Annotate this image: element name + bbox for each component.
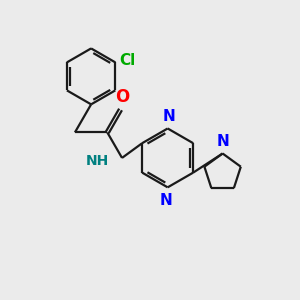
Text: N: N [160, 193, 172, 208]
Text: O: O [115, 88, 129, 106]
Text: NH: NH [85, 154, 109, 168]
Text: N: N [163, 109, 175, 124]
Text: N: N [216, 134, 229, 149]
Text: Cl: Cl [119, 53, 135, 68]
